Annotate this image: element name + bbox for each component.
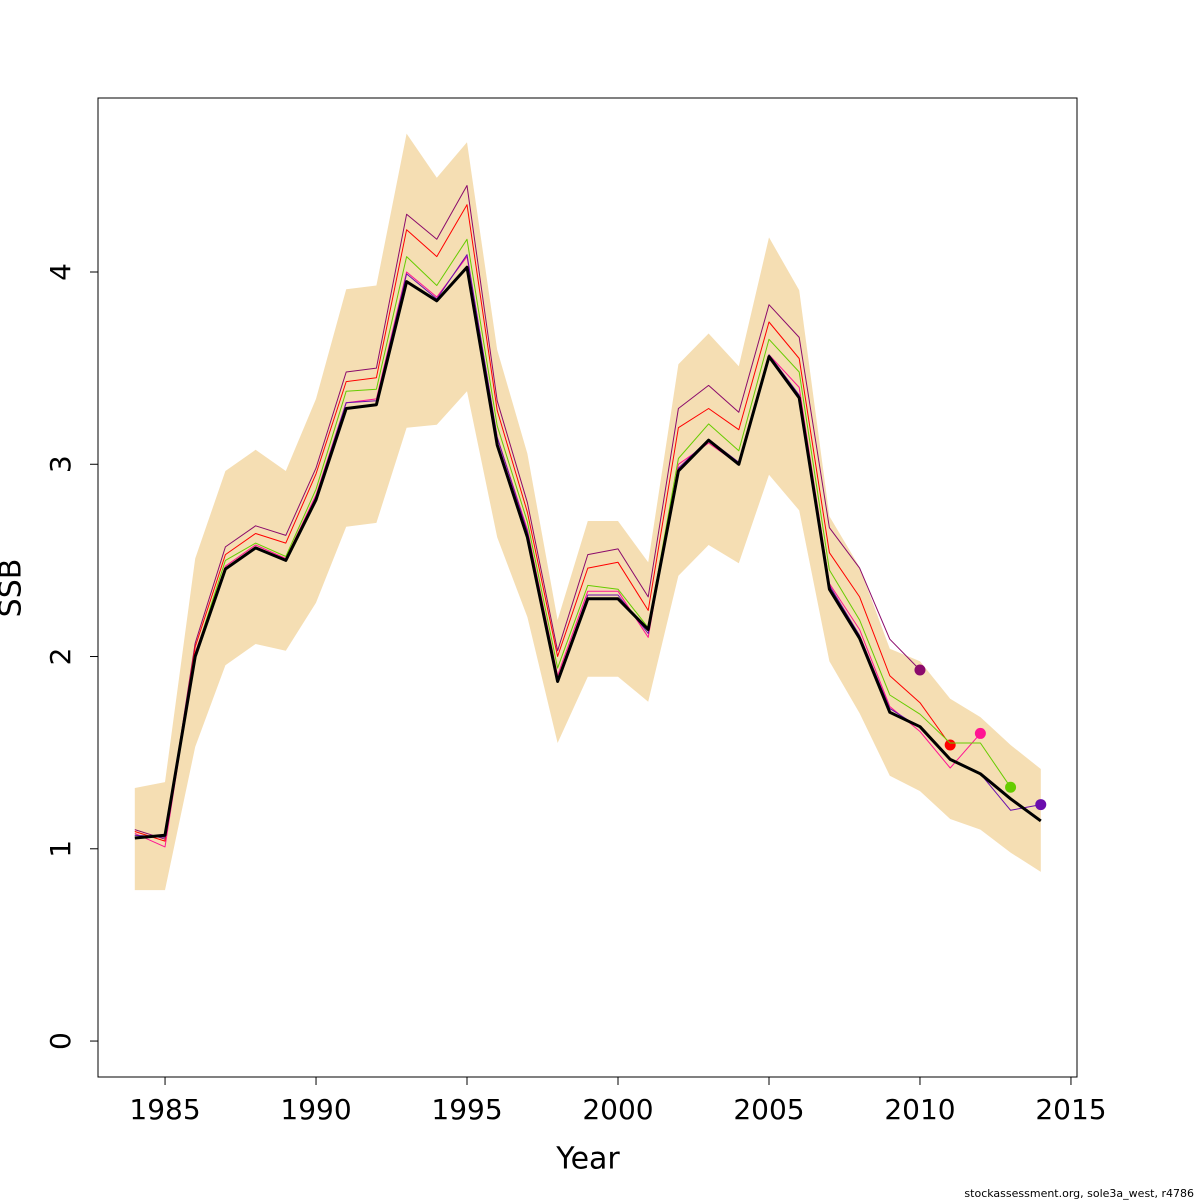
footnote: stockassessment.org, sole3a_west, r4786 [964,1187,1194,1200]
series-line [134,265,1042,840]
y-tick-label: 4 [44,263,77,281]
x-tick-label: 2000 [582,1093,653,1126]
end-point [1035,799,1047,811]
series-line [134,238,1012,838]
series-line [134,204,951,842]
x-tick-label: 1985 [129,1093,200,1126]
y-tick-label: 1 [44,840,77,858]
x-tick-label: 1990 [280,1093,351,1126]
end-point [944,739,956,751]
y-tick-label: 0 [44,1032,77,1050]
x-tick-label: 2005 [733,1093,804,1126]
y-axis-label: SSB [0,559,29,618]
series-line [134,185,921,840]
x-tick-label: 2010 [884,1093,955,1126]
end-point [974,727,986,739]
confidence-band [134,133,1041,891]
x-tick-label: 1995 [431,1093,502,1126]
x-tick-label: 2015 [1035,1093,1106,1126]
end-point [1005,781,1017,793]
y-tick-label: 3 [44,455,77,473]
end-point [914,664,926,676]
x-axis-label: Year [555,1142,620,1177]
y-tick-label: 2 [44,648,77,666]
